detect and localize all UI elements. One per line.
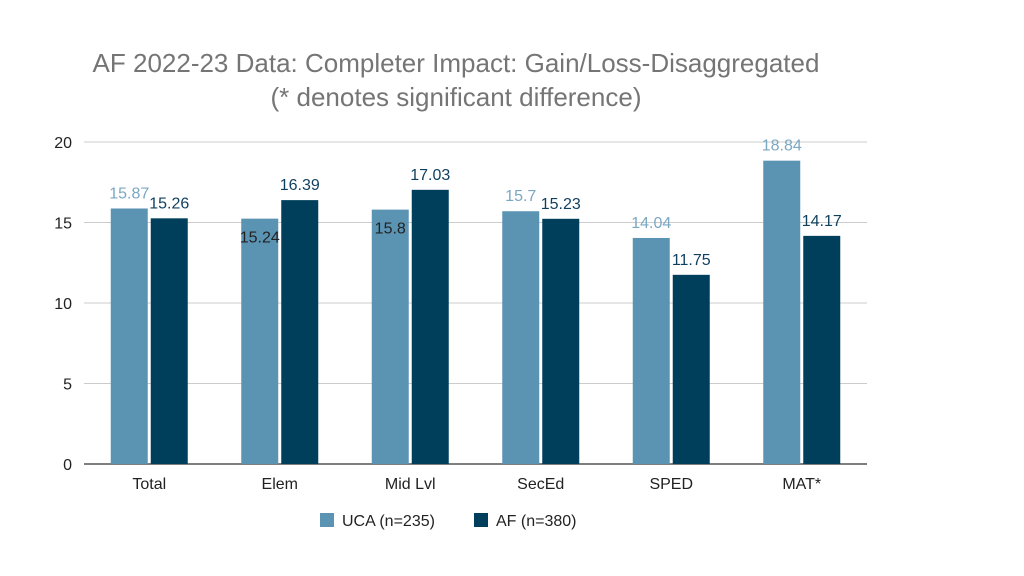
data-label: 15.23 <box>541 196 581 213</box>
bar-uca <box>241 218 279 464</box>
grid-layer: 0 5 10 15 20 <box>54 135 867 474</box>
y-tick-label: 5 <box>63 377 72 394</box>
bar-af <box>411 189 449 464</box>
data-label: 14.04 <box>631 215 671 232</box>
y-tick-label: 10 <box>54 296 72 313</box>
bar-af <box>542 218 580 464</box>
y-tick-label: 0 <box>63 457 72 474</box>
data-label: 15.26 <box>149 195 189 212</box>
bar-uca <box>632 237 670 464</box>
bar-uca <box>110 208 148 464</box>
x-tick-label: SPED <box>649 476 693 493</box>
bar-uca <box>371 209 409 464</box>
x-tick-label: Total <box>132 476 166 493</box>
legend: UCA (n=235) AF (n=380) <box>320 513 576 530</box>
bar-af <box>281 200 319 464</box>
x-tick-label: Elem <box>262 476 298 493</box>
chart-subtitle: (* denotes significant difference) <box>271 82 642 112</box>
bar-af <box>672 274 710 464</box>
x-tick-label: Mid Lvl <box>385 476 436 493</box>
data-label: 11.75 <box>672 252 711 269</box>
data-label: 15.7 <box>505 188 536 205</box>
bar-uca <box>763 160 801 464</box>
y-tick-label: 20 <box>54 135 72 152</box>
data-label: 16.39 <box>280 177 320 194</box>
chart-title: AF 2022-23 Data: Completer Impact: Gain/… <box>93 48 820 78</box>
x-axis: Total Elem Mid Lvl SecEd SPED MAT* <box>132 476 821 493</box>
data-label: 15.24 <box>240 230 280 247</box>
bars-layer <box>110 160 841 464</box>
bar-af <box>803 235 841 464</box>
legend-label-uca: UCA (n=235) <box>342 513 435 530</box>
data-label: 14.17 <box>802 213 842 230</box>
bar-af <box>150 218 188 464</box>
legend-swatch-uca <box>320 513 334 527</box>
y-tick-label: 15 <box>54 216 72 233</box>
data-label: 17.03 <box>410 167 450 184</box>
data-label: 18.84 <box>762 138 802 155</box>
data-label: 15.8 <box>375 221 406 238</box>
legend-swatch-af <box>474 513 488 527</box>
data-label: 15.87 <box>109 185 149 202</box>
legend-label-af: AF (n=380) <box>496 513 576 530</box>
bar-uca <box>502 211 540 464</box>
x-tick-label: SecEd <box>517 476 564 493</box>
x-tick-label: MAT* <box>782 476 821 493</box>
